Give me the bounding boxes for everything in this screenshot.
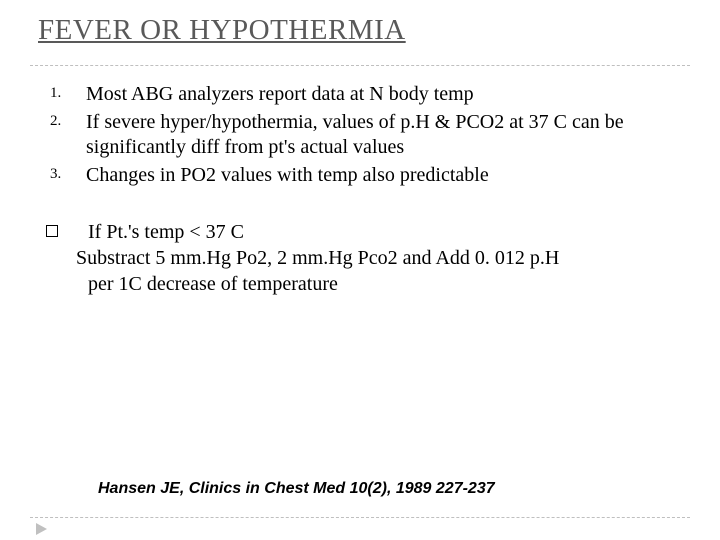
- bullet-text-line: per 1C decrease of temperature: [88, 272, 690, 298]
- divider-bottom: [30, 517, 690, 518]
- square-bullet-icon: [46, 225, 58, 237]
- list-number: 2.: [50, 112, 61, 131]
- slide-title: FEVER OR HYPOTHERMIA: [38, 14, 690, 47]
- bullet-text-line: Substract 5 mm.Hg Po2, 2 mm.Hg Pco2 and …: [76, 246, 690, 272]
- bullet-text-line: If Pt.'s temp < 37 C: [88, 220, 690, 246]
- list-item: 1. Most ABG analyzers report data at N b…: [40, 82, 690, 108]
- bullet-item: If Pt.'s temp < 37 C Substract 5 mm.Hg P…: [40, 220, 690, 297]
- list-item: 3. Changes in PO2 values with temp also …: [40, 163, 690, 189]
- divider-top: [30, 65, 690, 66]
- list-item: 2. If severe hyper/hypothermia, values o…: [40, 110, 690, 161]
- list-text: Most ABG analyzers report data at N body…: [86, 83, 474, 105]
- list-number: 3.: [50, 165, 61, 184]
- ordered-list: 1. Most ABG analyzers report data at N b…: [40, 82, 690, 188]
- slide: FEVER OR HYPOTHERMIA 1. Most ABG analyze…: [0, 0, 720, 540]
- list-number: 1.: [50, 84, 61, 103]
- citation-text: Hansen JE, Clinics in Chest Med 10(2), 1…: [98, 480, 495, 498]
- list-text: If severe hyper/hypothermia, values of p…: [86, 111, 624, 159]
- list-text: Changes in PO2 values with temp also pre…: [86, 164, 489, 186]
- play-icon: [36, 523, 47, 535]
